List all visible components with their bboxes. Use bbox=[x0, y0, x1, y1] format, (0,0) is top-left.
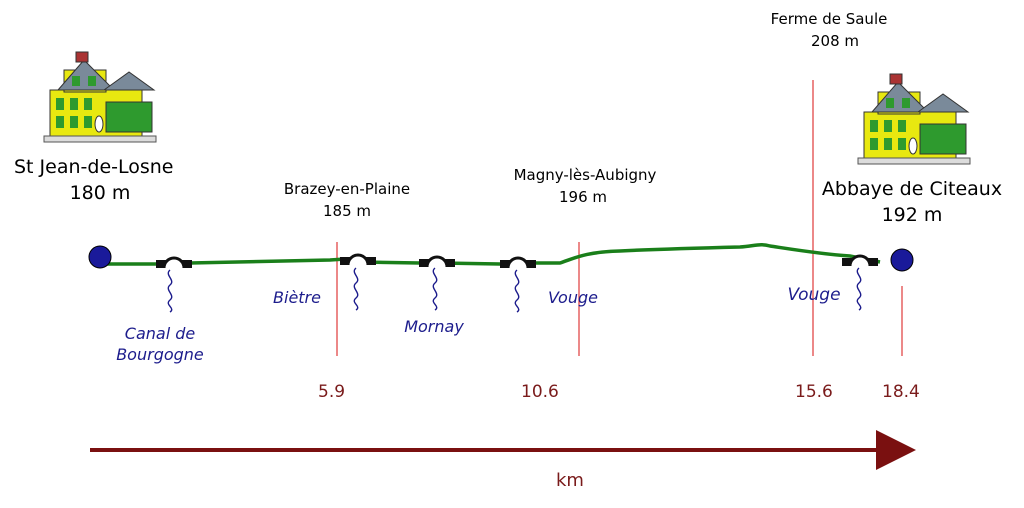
km-tick-magny: 10.6 bbox=[521, 382, 559, 402]
endpoint-dot-icon-end bbox=[890, 248, 914, 272]
end-altitude: 192 m bbox=[881, 204, 943, 226]
start-name: St Jean-de-Losne bbox=[14, 156, 174, 178]
route-line bbox=[100, 242, 881, 266]
waypoint-altitude-ferme: 208 m bbox=[810, 32, 859, 50]
km-tick-end: 18.4 bbox=[882, 382, 920, 402]
waterway-label-canal: Canal de Bourgogne bbox=[100, 324, 220, 366]
waterway-label-vouge-1: Vouge bbox=[548, 288, 598, 307]
bridge-icon-canal bbox=[154, 256, 194, 270]
waterway-label-vouge-2: Vouge bbox=[787, 285, 841, 305]
end-name: Abbaye de Citeaux bbox=[821, 178, 1003, 200]
waterway-label-bietre: Biètre bbox=[273, 288, 321, 307]
waterway-label-canal-line2: Bourgogne bbox=[116, 344, 204, 364]
river-icon-vouge-1 bbox=[514, 269, 520, 313]
house-icon-end bbox=[857, 73, 971, 165]
waypoint-name-magny: Magny-lès-Aubigny bbox=[513, 166, 657, 184]
waypoint-altitude-magny: 196 m bbox=[558, 188, 607, 206]
waypoint-name-brazey: Brazey-en-Plaine bbox=[283, 180, 411, 198]
river-icon-bietre bbox=[353, 267, 359, 311]
bridge-icon-mornay bbox=[417, 255, 457, 269]
river-icon-canal bbox=[167, 269, 173, 313]
start-altitude: 180 m bbox=[69, 182, 131, 204]
km-axis-label: km bbox=[556, 470, 584, 491]
endpoint-dot-icon-start bbox=[88, 245, 112, 269]
house-icon-start bbox=[43, 51, 157, 143]
waterway-label-canal-line1: Canal de bbox=[124, 324, 196, 343]
waterway-label-mornay: Mornay bbox=[404, 317, 464, 336]
km-tick-brazey: 5.9 bbox=[318, 382, 346, 402]
bridge-icon-vouge-1 bbox=[498, 256, 538, 270]
waypoint-altitude-brazey: 185 m bbox=[322, 202, 371, 220]
river-icon-mornay bbox=[432, 267, 438, 311]
km-tick-ferme: 15.6 bbox=[795, 382, 833, 402]
river-icon-vouge-2 bbox=[856, 267, 862, 311]
waypoint-name-ferme: Ferme de Saule bbox=[770, 10, 888, 28]
bridge-icon-bietre bbox=[338, 253, 378, 267]
